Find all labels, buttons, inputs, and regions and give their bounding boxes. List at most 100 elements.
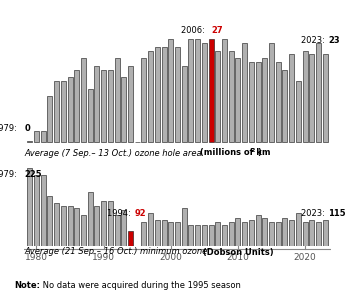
- Bar: [68, 77, 72, 142]
- Text: 2010: 2010: [227, 253, 250, 262]
- Bar: [255, 62, 261, 142]
- Bar: [276, 62, 281, 142]
- Bar: [316, 43, 321, 142]
- Text: 115: 115: [328, 208, 346, 217]
- Bar: [168, 39, 173, 142]
- Bar: [148, 213, 153, 274]
- Bar: [302, 222, 308, 274]
- Text: No data were acquired during the 1995 season: No data were acquired during the 1995 se…: [40, 280, 241, 290]
- Bar: [94, 66, 100, 142]
- Bar: [54, 203, 59, 274]
- Text: 27: 27: [211, 26, 223, 35]
- Bar: [141, 222, 147, 274]
- Bar: [74, 208, 79, 274]
- Bar: [262, 218, 267, 274]
- Bar: [34, 131, 39, 142]
- Bar: [202, 43, 207, 142]
- Bar: [283, 70, 287, 142]
- Bar: [61, 81, 66, 142]
- Bar: [302, 51, 308, 142]
- Bar: [188, 225, 193, 274]
- Bar: [215, 51, 220, 142]
- Text: (Dobson Units): (Dobson Units): [200, 248, 274, 256]
- Bar: [108, 201, 113, 274]
- Bar: [81, 58, 86, 142]
- Text: ): ): [258, 148, 261, 158]
- Bar: [121, 77, 126, 142]
- Bar: [68, 206, 72, 274]
- Bar: [47, 96, 53, 142]
- Bar: [235, 218, 240, 274]
- Bar: [229, 51, 234, 142]
- Bar: [182, 208, 187, 274]
- Bar: [296, 213, 301, 274]
- Bar: [255, 215, 261, 274]
- Bar: [262, 58, 267, 142]
- Bar: [235, 58, 240, 142]
- Bar: [309, 55, 314, 142]
- Bar: [128, 66, 133, 142]
- Bar: [47, 196, 53, 274]
- Bar: [316, 222, 321, 274]
- Text: 2020: 2020: [294, 253, 316, 262]
- Bar: [242, 222, 247, 274]
- Bar: [161, 47, 167, 142]
- Bar: [114, 215, 120, 274]
- Bar: [41, 131, 46, 142]
- Text: 0: 0: [24, 124, 30, 133]
- Text: 225: 225: [24, 170, 42, 179]
- Text: 1990: 1990: [92, 253, 115, 262]
- Bar: [289, 55, 294, 142]
- Bar: [249, 62, 254, 142]
- Text: 2000: 2000: [159, 253, 182, 262]
- Bar: [289, 220, 294, 274]
- Bar: [208, 225, 214, 274]
- Bar: [195, 225, 200, 274]
- Bar: [215, 222, 220, 274]
- Bar: [54, 81, 59, 142]
- Bar: [81, 215, 86, 274]
- Text: 23: 23: [328, 36, 340, 45]
- Bar: [269, 43, 274, 142]
- Bar: [27, 141, 32, 142]
- Text: 2023:: 2023:: [301, 36, 327, 45]
- Text: Note:: Note:: [14, 280, 40, 290]
- Bar: [88, 191, 93, 274]
- Text: 92: 92: [134, 208, 146, 217]
- Bar: [101, 201, 106, 274]
- Bar: [175, 47, 180, 142]
- Bar: [309, 220, 314, 274]
- Bar: [182, 66, 187, 142]
- Bar: [41, 175, 46, 274]
- Text: 1994:: 1994:: [108, 208, 134, 217]
- Bar: [88, 89, 93, 142]
- Bar: [249, 220, 254, 274]
- Bar: [229, 222, 234, 274]
- Text: (millions of km: (millions of km: [197, 148, 270, 158]
- Bar: [155, 47, 160, 142]
- Bar: [242, 43, 247, 142]
- Bar: [61, 206, 66, 274]
- Bar: [155, 220, 160, 274]
- Bar: [202, 225, 207, 274]
- Text: Average (7 Sep.– 13 Oct.) ozone hole area: Average (7 Sep.– 13 Oct.) ozone hole are…: [24, 148, 202, 158]
- Bar: [323, 220, 328, 274]
- Bar: [168, 222, 173, 274]
- Bar: [27, 168, 32, 274]
- Text: 2: 2: [251, 148, 255, 154]
- Bar: [195, 39, 200, 142]
- Bar: [175, 222, 180, 274]
- Bar: [222, 225, 227, 274]
- Bar: [121, 211, 126, 274]
- Bar: [323, 55, 328, 142]
- Bar: [283, 218, 287, 274]
- Bar: [296, 81, 301, 142]
- Bar: [101, 70, 106, 142]
- Text: 2006:: 2006:: [181, 26, 208, 35]
- Bar: [141, 58, 147, 142]
- Bar: [94, 206, 100, 274]
- Bar: [128, 231, 133, 274]
- Text: Average (21 Sep.– 16 Oct.) minimum ozone: Average (21 Sep.– 16 Oct.) minimum ozone: [24, 248, 208, 256]
- Bar: [114, 58, 120, 142]
- Bar: [222, 39, 227, 142]
